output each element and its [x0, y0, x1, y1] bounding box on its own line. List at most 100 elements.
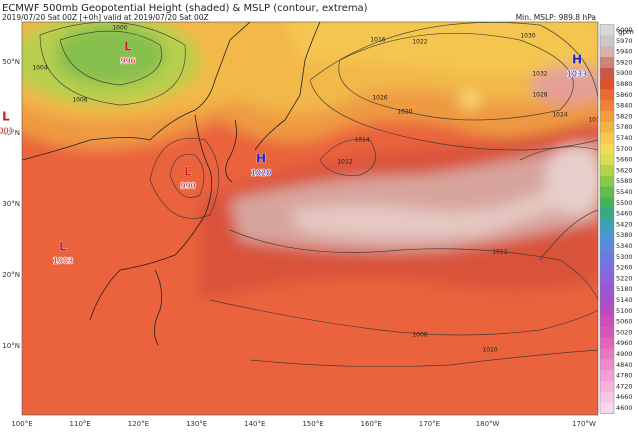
map-field: 1000 1004 1008 1016 1022 1030 1032 1026 1020 1014…: [22, 22, 603, 415]
isobar-label: 1032: [532, 71, 547, 78]
colorbar-label: 5260: [616, 264, 633, 272]
colorbar-swatch: [600, 359, 614, 371]
isobar-label: 1016: [370, 37, 385, 44]
longitude-label: 140°E: [244, 420, 265, 428]
isobar-labels: 1000 1004 1008 1016 1022 1030 1032 1026 1020 1014…: [32, 25, 603, 354]
colorbar-frame: [599, 24, 615, 414]
longitude-label: 170°E: [419, 420, 440, 428]
colorbar-swatch: [600, 327, 614, 339]
colorbar-swatch: [600, 132, 614, 144]
colorbar-swatch: [600, 197, 614, 209]
colorbar-swatch: [600, 208, 614, 220]
colorbar-label: 5460: [616, 210, 633, 218]
colorbar-swatch: [600, 154, 614, 166]
map-frame: [21, 21, 599, 416]
isobar-label: 1014: [354, 137, 369, 144]
colorbar-label: 4660: [616, 393, 633, 401]
center-type: L: [2, 110, 10, 124]
colorbar-swatch: [600, 111, 614, 123]
isobar: [249, 349, 598, 368]
colorbar-label: 5180: [616, 285, 633, 293]
longitude-label: 100°E: [11, 420, 32, 428]
center-type: H: [572, 53, 582, 67]
isobar-label: 1024: [552, 112, 567, 119]
center-type: H: [256, 152, 266, 166]
isobar: [519, 146, 598, 261]
colorbar-swatch: [600, 46, 614, 58]
colorbar-label: 5420: [616, 220, 633, 228]
center-value: 990: [180, 182, 195, 191]
colorbar-swatch: [600, 391, 614, 404]
colorbar-label: 5500: [616, 199, 633, 207]
isobar-label: 1004: [32, 65, 47, 72]
colorbar-label: 5880: [616, 80, 633, 88]
colorbar-swatch: [600, 283, 614, 296]
isobar-label: 1022: [412, 39, 427, 46]
colorbar-swatch: [600, 186, 614, 198]
colorbar-swatch: [600, 165, 614, 177]
colorbar: 6000 5970 5940 5920 5900 5880 5860 5840 5820 5780…: [599, 24, 633, 414]
colorbar-swatch: [600, 337, 614, 350]
coastline: [22, 22, 321, 321]
isobar-label: 1020: [397, 109, 412, 116]
center-value: 996: [120, 57, 135, 66]
colorbar-label: 5020: [616, 328, 633, 336]
isobar-label: 1012: [337, 159, 352, 166]
colorbar-swatch: [600, 121, 614, 134]
longitude-label: 160°E: [361, 420, 382, 428]
colorbar-swatch: [600, 89, 614, 101]
colorbar-swatch: [600, 402, 614, 414]
isobar: [309, 22, 598, 151]
center-value: 001: [0, 127, 14, 136]
colorbar-label: 4900: [616, 350, 633, 358]
coastlines: [22, 22, 321, 346]
colorbar-label: 5820: [616, 112, 633, 120]
colorbar-label: 5700: [616, 145, 633, 153]
colorbar-label: 5920: [616, 58, 633, 66]
colorbar-swatch: [600, 251, 614, 263]
colorbar-swatch: [600, 273, 614, 285]
isobar-label: 1010: [482, 347, 497, 354]
colorbar-label: 5940: [616, 48, 633, 56]
isobar: [209, 299, 598, 336]
colorbar-label: 4720: [616, 382, 633, 390]
colorbar-label: 5620: [616, 166, 633, 174]
colorbar-swatch: [600, 175, 614, 188]
colorbar-label: 6000: [616, 26, 633, 34]
center-type: L: [59, 240, 67, 254]
colorbar-swatch: [600, 78, 614, 90]
longitude-label: 110°E: [70, 420, 91, 428]
longitude-label: 150°E: [302, 420, 323, 428]
colorbar-swatch: [600, 35, 614, 47]
colorbar-swatch: [600, 262, 614, 274]
colorbar-label: 4780: [616, 372, 633, 380]
isobar-label: 1008: [412, 332, 427, 339]
latitude-label: 40°N: [2, 129, 20, 137]
colorbar-label: 5970: [616, 37, 633, 45]
latitude-label: 30°N: [2, 200, 20, 208]
colorbar-swatch: [600, 294, 614, 306]
isobar-label: 1030: [520, 33, 535, 40]
isobar-label: 1012: [492, 249, 507, 256]
latitude-label: 10°N: [2, 342, 20, 350]
title: ECMWF 500mb Geopotential Height (shaded)…: [2, 3, 368, 14]
colorbar-label: 5060: [616, 318, 633, 326]
colorbar-swatch: [600, 348, 614, 360]
colorbar-swatch: [600, 143, 614, 155]
colorbar-label: 5780: [616, 123, 633, 131]
isobar: [229, 229, 598, 301]
longitude-label: 120°E: [128, 420, 149, 428]
colorbar-label: 5660: [616, 156, 633, 164]
colorbar-label: 5540: [616, 188, 633, 196]
colorbar-label: 5140: [616, 296, 633, 304]
colorbar-label: 5380: [616, 231, 633, 239]
axes: 100°E 110°E 120°E 130°E 140°E 150°E 160°E 170°E…: [2, 58, 596, 428]
isobar: [319, 138, 376, 176]
height-shading: [22, 22, 598, 300]
isobar-label: 1016: [588, 117, 603, 124]
colorbar-label: 5740: [616, 134, 633, 142]
center-value: 1033: [567, 70, 587, 79]
coastline: [154, 269, 163, 346]
latitude-label: 20°N: [2, 271, 20, 279]
center-value: 1003: [53, 257, 73, 266]
